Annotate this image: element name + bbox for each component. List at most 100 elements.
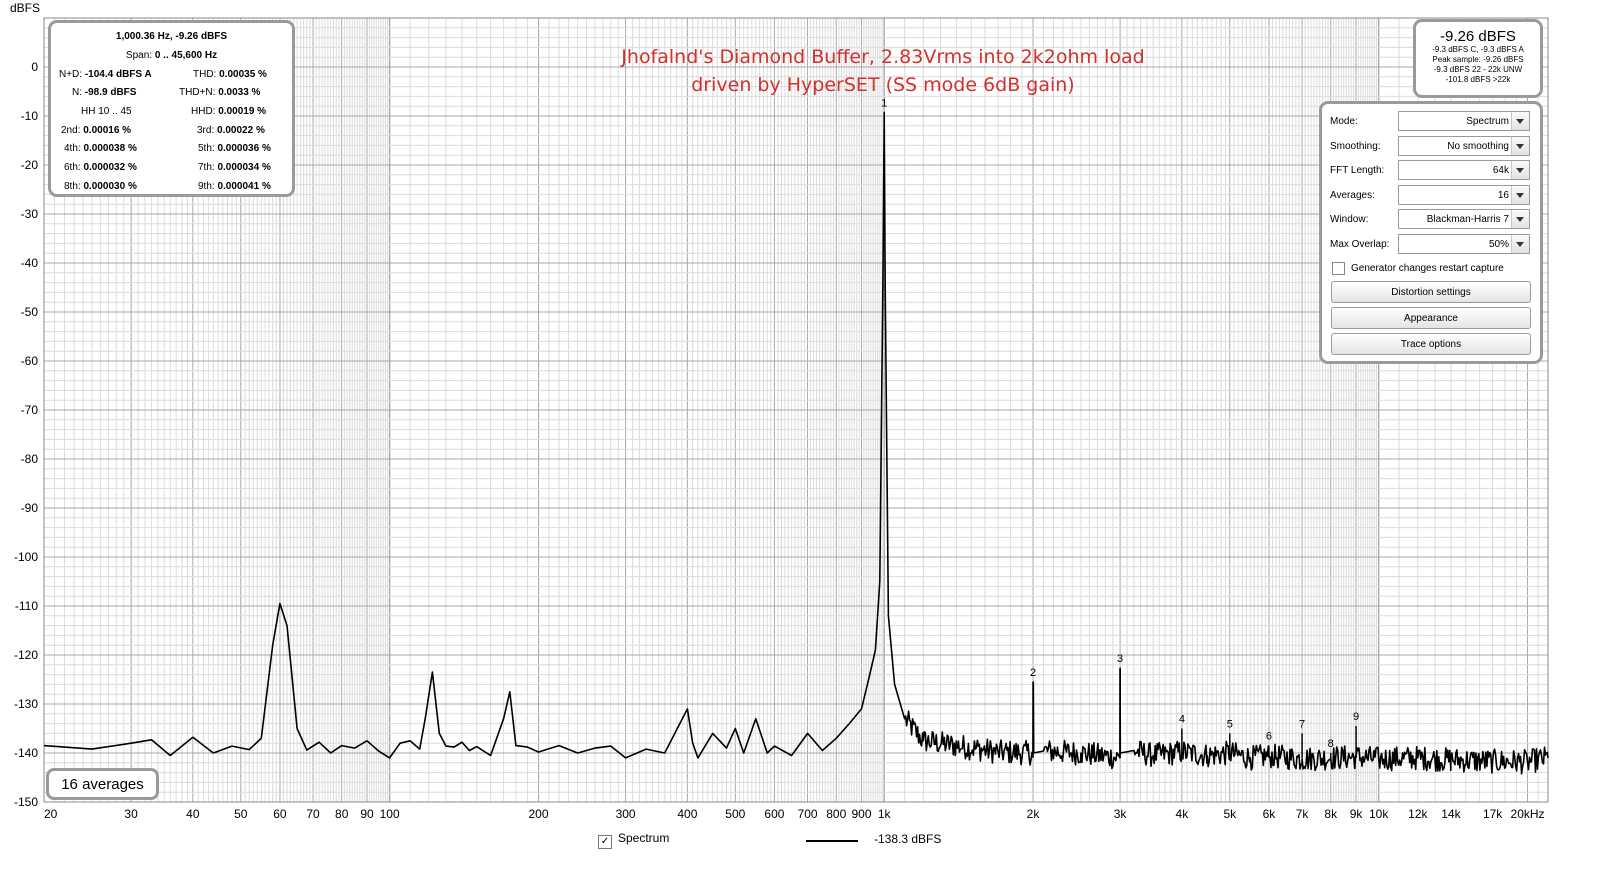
appearance-button[interactable]: Appearance — [1331, 307, 1531, 329]
fft-label: FFT Length: — [1330, 165, 1385, 176]
level-panel: -9.26 dBFS -9.3 dBFS C, -9.3 dBFS A Peak… — [1413, 19, 1543, 98]
h4-value: 0.000038 % — [83, 143, 137, 154]
x-tick-label: 90 — [360, 807, 374, 821]
fft-value: 64k — [1492, 165, 1509, 176]
n-label: N: — [72, 87, 82, 98]
h2-label: 2nd: — [61, 125, 81, 136]
nd-value: -104.4 dBFS A — [84, 69, 152, 80]
thdn-label: THD+N: — [179, 87, 216, 98]
x-tick-labels: 20 30 40 50 60 70 80 90 100 200 300 400 500 600 700 800… — [44, 807, 1545, 821]
h3-value: 0.00022 % — [217, 125, 265, 136]
averages-select[interactable]: 16 — [1398, 185, 1530, 205]
distortion-panel: 1,000.36 Hz, -9.26 dBFS Span: 0 .. 45,60… — [48, 20, 295, 197]
averages-row: Averages: 16 — [1330, 185, 1534, 207]
x-tick-label: 600 — [764, 807, 784, 821]
window-label: Window: — [1330, 214, 1369, 225]
spectrum-checkbox[interactable]: ✓ — [598, 835, 612, 849]
generator-restart-row: Generator changes restart capture — [1332, 262, 1504, 275]
smoothing-select[interactable]: No smoothing — [1398, 136, 1530, 156]
chart-title-line-2: driven by HyperSET (SS mode 6dB gain) — [691, 74, 1074, 96]
x-tick-label: 14k — [1441, 807, 1461, 821]
fft-select[interactable]: 64k — [1398, 160, 1530, 180]
x-tick-label: 70 — [306, 807, 320, 821]
chevron-down-icon[interactable] — [1511, 210, 1529, 228]
h9-label: 9th: — [198, 181, 215, 192]
overlap-value: 50% — [1488, 239, 1509, 250]
y-tick-label: -100 — [14, 550, 38, 564]
h6-label: 6th: — [64, 162, 81, 173]
chevron-down-icon[interactable] — [1511, 161, 1529, 179]
y-tick-label: -70 — [21, 403, 39, 417]
x-tick-label: 800 — [826, 807, 846, 821]
nd-label: N+D: — [59, 69, 83, 80]
chart-title-line-1: Jhofalnd's Diamond Buffer, 2.83Vrms into… — [620, 46, 1144, 68]
y-tick-label: -90 — [21, 501, 39, 515]
legend: ✓ Spectrum — [598, 831, 669, 849]
n-value: -98.9 dBFS — [84, 87, 137, 98]
x-tick-label: 9k — [1350, 807, 1364, 821]
x-tick-label: 6k — [1263, 807, 1277, 821]
x-tick-label: 700 — [798, 807, 818, 821]
harmonic-label: 3 — [1117, 653, 1123, 665]
x-tick-label: 50 — [234, 807, 248, 821]
trace-options-button[interactable]: Trace options — [1331, 333, 1531, 355]
h5-label: 5th: — [198, 143, 215, 154]
controls-panel: Mode: Spectrum Smoothing: No smoothing F… — [1319, 101, 1543, 364]
legend-line-swatch — [806, 840, 858, 842]
chevron-down-icon[interactable] — [1511, 235, 1529, 253]
x-tick-label: 200 — [528, 807, 548, 821]
x-tick-label: 17k — [1483, 807, 1503, 821]
x-tick-label: 100 — [380, 807, 400, 821]
level-main: -9.26 dBFS — [1440, 28, 1516, 45]
h3-label: 3rd: — [197, 125, 215, 136]
x-tick-label: 8k — [1324, 807, 1338, 821]
harmonic-markers: 1 2 3 4 5 6 7 8 9 — [881, 98, 1359, 758]
x-tick-label: 3k — [1114, 807, 1128, 821]
x-tick-label: 20kHz — [1511, 807, 1545, 821]
dist-header: 1,000.36 Hz, -9.26 dBFS — [115, 31, 228, 42]
level-line-2: Peak sample: -9.26 dBFS — [1432, 55, 1524, 64]
y-tick-label: 0 — [31, 60, 38, 74]
chevron-down-icon[interactable] — [1511, 112, 1529, 130]
legend-series-value: -138.3 dBFS — [874, 832, 942, 846]
x-tick-label: 900 — [852, 807, 872, 821]
y-axis-label: dBFS — [10, 1, 40, 15]
y-tick-label: -30 — [21, 207, 39, 221]
h4-label: 4th: — [64, 143, 81, 154]
smoothing-row: Smoothing: No smoothing — [1330, 136, 1534, 158]
h7-value: 0.000034 % — [217, 162, 271, 173]
mode-select[interactable]: Spectrum — [1398, 111, 1530, 131]
y-tick-label: -120 — [14, 648, 38, 662]
chevron-down-icon[interactable] — [1511, 137, 1529, 155]
y-tick-labels: 0 -10 -20 -30 -40 -50 -60 -70 -80 -90 -100 -110 -120… — [14, 60, 38, 809]
thdn-value: 0.0033 % — [218, 87, 261, 98]
h8-value: 0.000030 % — [83, 181, 137, 192]
overlap-row: Max Overlap: 50% — [1330, 234, 1534, 256]
overlap-select[interactable]: 50% — [1398, 234, 1530, 254]
harmonic-label: 1 — [881, 98, 887, 110]
level-line-3: -9.3 dBFS 22 - 22k UNW — [1433, 65, 1523, 74]
x-tick-label: 20 — [44, 807, 58, 821]
harmonic-label: 7 — [1299, 718, 1305, 730]
harmonic-label: 4 — [1179, 714, 1185, 726]
harmonic-label: 8 — [1328, 738, 1334, 750]
y-tick-label: -130 — [14, 697, 38, 711]
fft-row: FFT Length: 64k — [1330, 160, 1534, 182]
x-tick-label: 400 — [677, 807, 697, 821]
distortion-settings-button[interactable]: Distortion settings — [1331, 281, 1531, 303]
mode-value: Spectrum — [1466, 116, 1509, 127]
window-select[interactable]: Blackman-Harris 7 — [1398, 209, 1530, 229]
span-value: 0 .. 45,600 Hz — [154, 50, 218, 61]
generator-restart-checkbox[interactable] — [1332, 262, 1345, 275]
chevron-down-icon[interactable] — [1511, 186, 1529, 204]
spectrum-trace — [43, 111, 1549, 775]
mode-row: Mode: Spectrum — [1330, 111, 1534, 133]
averages-badge: 16 averages — [46, 768, 159, 800]
x-tick-label: 500 — [725, 807, 745, 821]
legend-series-label: Spectrum — [618, 831, 670, 845]
harmonic-label: 5 — [1227, 718, 1233, 730]
harmonic-label: 9 — [1353, 711, 1359, 723]
h5-value: 0.000036 % — [217, 143, 271, 154]
harmonic-label: 2 — [1030, 667, 1036, 679]
y-tick-label: -110 — [15, 599, 38, 613]
